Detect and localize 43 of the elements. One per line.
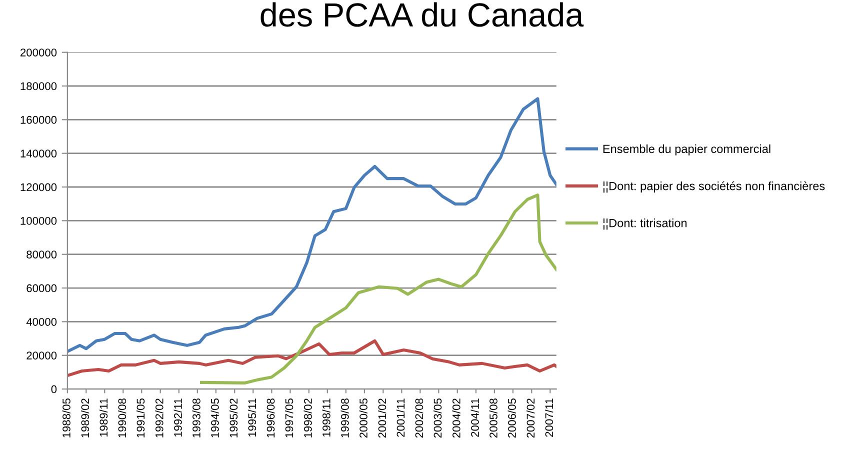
x-tick-label: 2005/08 (489, 398, 498, 438)
x-tick-label: 1998/02 (304, 398, 312, 438)
y-tick-label: 180000 (20, 82, 57, 90)
x-tick-label: 2006/05 (508, 398, 516, 438)
x-tick-label: 2000/05 (359, 398, 368, 438)
x-tick-label: 2007/02 (526, 398, 535, 438)
x-tick-label: 1988/05 (62, 398, 70, 438)
x-tick-label: 2004/11 (470, 398, 479, 437)
x-tick-label: 1994/05 (210, 398, 219, 438)
x-tick-label: 1995/11 (248, 398, 256, 437)
x-tick-label: 1998/11 (322, 398, 330, 437)
x-tick-label: 1997/05 (285, 398, 294, 438)
line-series (200, 194, 556, 384)
x-tick-label: 2001/02 (378, 398, 386, 438)
x-tick-label: 1992/02 (155, 398, 164, 438)
y-tick-label: 120000 (20, 183, 57, 192)
legend-label: Ensemble du papier commercial (603, 144, 770, 156)
x-tick-label: 1989/11 (99, 398, 108, 437)
y-tick-label: 60000 (26, 284, 57, 292)
y-tick-label: 140000 (20, 150, 57, 158)
x-tick-label: 2007/11 (544, 398, 554, 437)
y-tick-label: 80000 (26, 250, 57, 258)
x-tick-label: 1999/08 (340, 398, 349, 438)
x-tick-label: 1989/02 (80, 398, 90, 438)
y-tick-label: 20000 (26, 352, 57, 360)
x-tick-label: 1992/11 (174, 398, 182, 437)
y-tick-label: 200000 (20, 48, 57, 56)
x-tick-label: 2004/02 (452, 398, 460, 438)
x-tick-label: 2002/08 (414, 398, 424, 438)
chart-title: des PCAA du Canada (260, 2, 584, 27)
legend-label: ¦¦Dont: papier des sociétés non financières (603, 181, 825, 193)
y-tick-label: 0 (51, 385, 57, 394)
x-tick-label: 1990/08 (118, 398, 126, 438)
y-tick-label: 100000 (20, 216, 57, 225)
x-tick-label: 1993/08 (192, 398, 200, 438)
x-tick-label: 1995/02 (229, 398, 238, 438)
x-tick-label: 2003/05 (433, 398, 442, 438)
y-tick-label: 160000 (20, 116, 57, 124)
x-tick-label: 1996/08 (266, 398, 275, 438)
x-tick-label: 2001/11 (396, 398, 405, 437)
legend-label: ¦¦Dont: titrisation (603, 218, 687, 230)
y-tick-label: 40000 (26, 318, 57, 326)
x-tick-label: 1991/05 (136, 398, 145, 438)
